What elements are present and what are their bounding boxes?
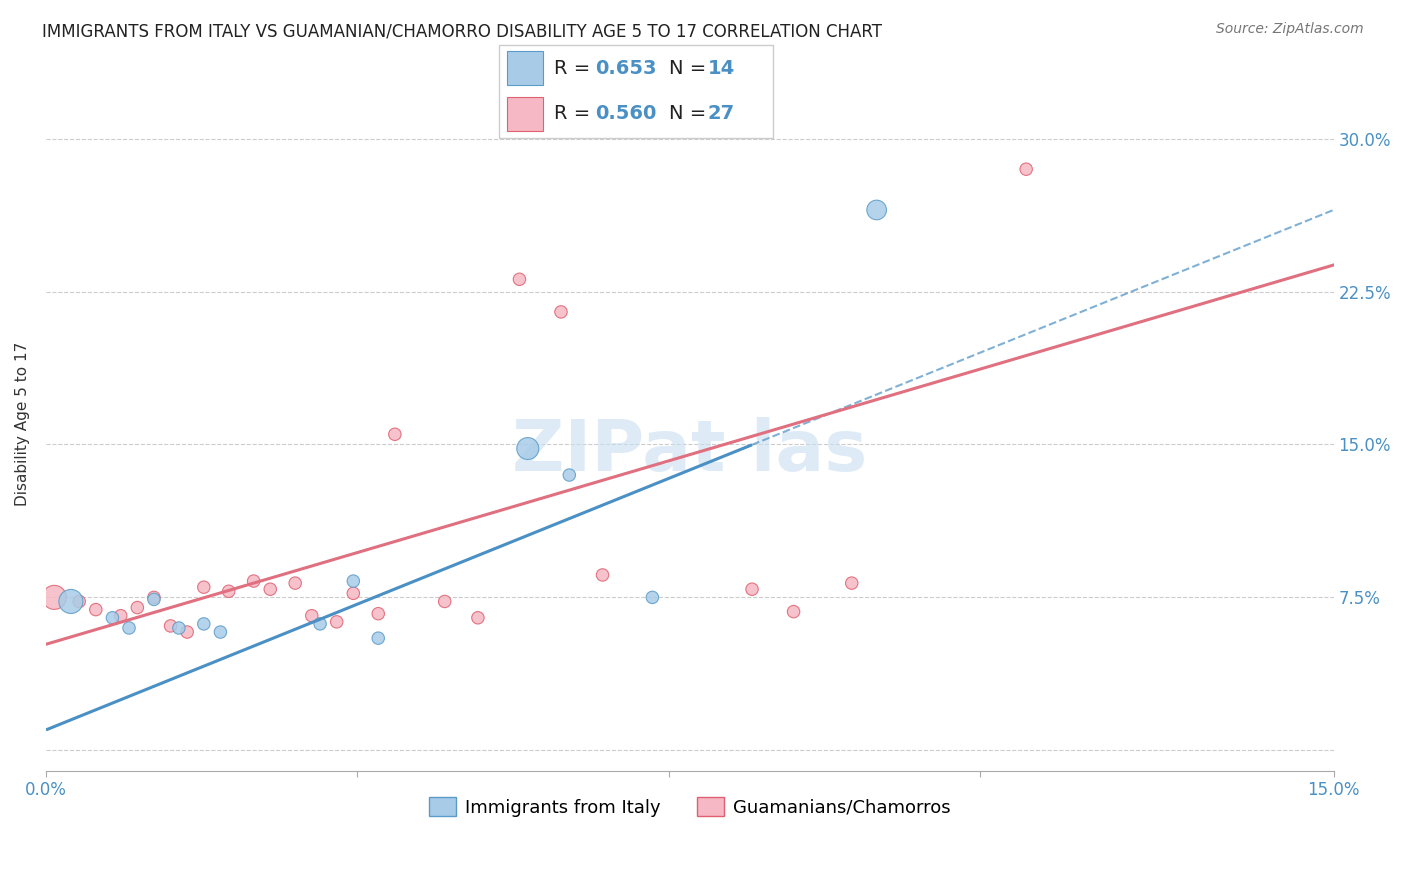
Point: [59, 594, 82, 608]
Text: N =: N =: [669, 59, 713, 78]
Point: [193, 616, 215, 631]
Text: 14: 14: [707, 59, 735, 78]
Point: [110, 608, 132, 623]
Text: IMMIGRANTS FROM ITALY VS GUAMANIAN/CHAMORRO DISABILITY AGE 5 TO 17 CORRELATION C: IMMIGRANTS FROM ITALY VS GUAMANIAN/CHAMO…: [42, 22, 882, 40]
Point: [167, 621, 190, 635]
FancyBboxPatch shape: [508, 51, 543, 85]
Point: [242, 574, 264, 588]
Point: [433, 594, 456, 608]
Legend: Immigrants from Italy, Guamanians/Chamorros: Immigrants from Italy, Guamanians/Chamor…: [422, 790, 957, 824]
Point: [558, 468, 581, 483]
Text: ZIPat las: ZIPat las: [512, 417, 868, 486]
Text: R =: R =: [554, 59, 596, 78]
Point: [67, 594, 90, 608]
Point: [384, 427, 406, 442]
Point: [309, 616, 332, 631]
Point: [550, 305, 572, 319]
FancyBboxPatch shape: [508, 97, 543, 131]
Point: [44, 591, 66, 605]
Point: [176, 625, 198, 640]
Point: [301, 608, 323, 623]
Point: [118, 621, 141, 635]
Point: [592, 568, 614, 582]
Point: [782, 605, 804, 619]
Point: [159, 619, 181, 633]
Text: N =: N =: [669, 104, 713, 123]
Point: [516, 442, 538, 456]
Point: [259, 582, 281, 597]
Point: [1015, 162, 1038, 177]
Point: [342, 586, 364, 600]
Point: [209, 625, 232, 640]
Point: [84, 602, 107, 616]
Text: 27: 27: [707, 104, 734, 123]
Point: [143, 591, 166, 605]
Point: [866, 202, 889, 217]
Y-axis label: Disability Age 5 to 17: Disability Age 5 to 17: [15, 342, 30, 506]
Point: [641, 591, 664, 605]
Point: [101, 611, 124, 625]
Point: [367, 607, 389, 621]
Point: [127, 600, 149, 615]
Point: [342, 574, 364, 588]
Point: [193, 580, 215, 594]
Point: [218, 584, 240, 599]
Text: 0.560: 0.560: [595, 104, 657, 123]
FancyBboxPatch shape: [499, 45, 773, 138]
Point: [467, 611, 489, 625]
Point: [284, 576, 307, 591]
Text: Source: ZipAtlas.com: Source: ZipAtlas.com: [1216, 22, 1364, 37]
Point: [841, 576, 863, 591]
Point: [325, 615, 347, 629]
Point: [143, 592, 166, 607]
Text: R =: R =: [554, 104, 596, 123]
Point: [741, 582, 763, 597]
Point: [367, 631, 389, 645]
Point: [508, 272, 530, 286]
Text: 0.653: 0.653: [595, 59, 657, 78]
